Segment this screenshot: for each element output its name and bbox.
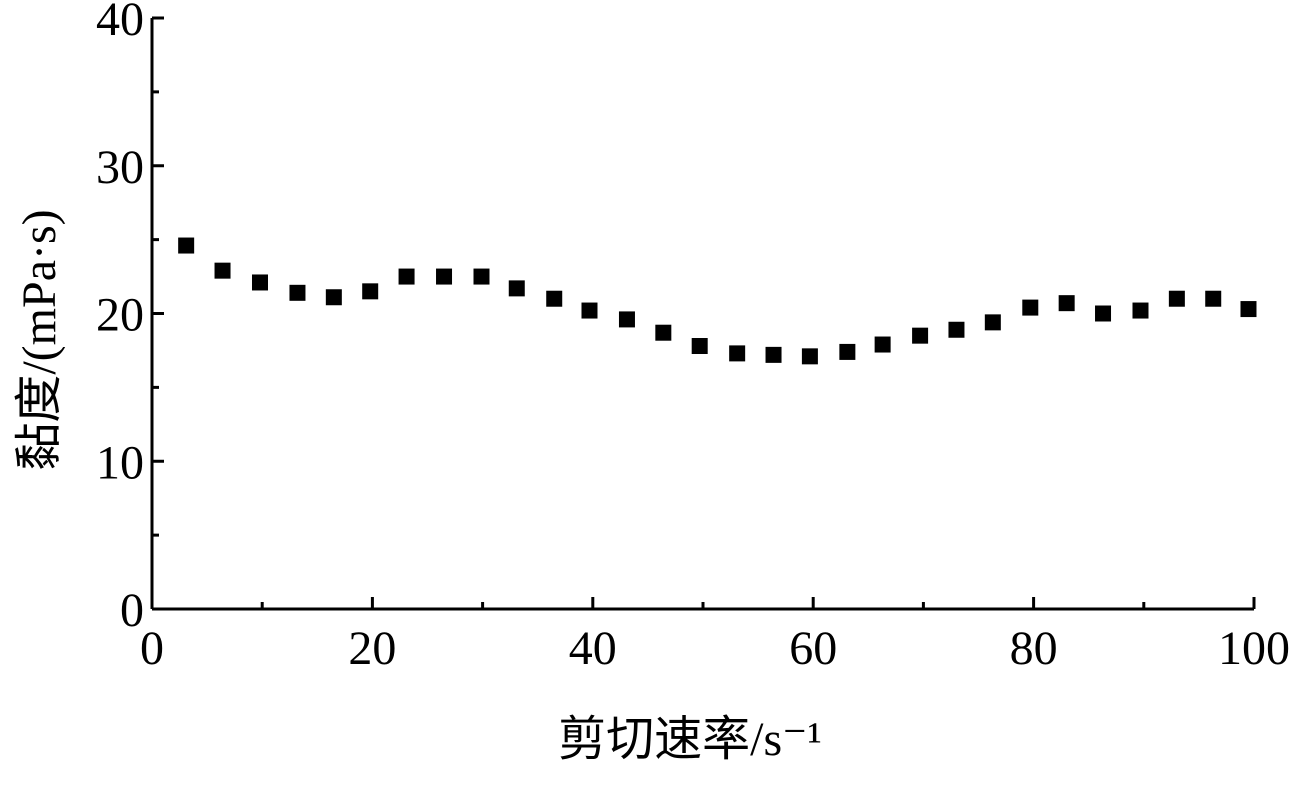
point (251, 274, 268, 291)
x-tick-label: 100 (1218, 622, 1290, 675)
point (1205, 290, 1222, 307)
point (473, 268, 490, 285)
point (436, 268, 453, 285)
point (508, 280, 525, 297)
x-tick-label: 80 (1010, 622, 1058, 675)
point (546, 290, 563, 307)
point (655, 324, 672, 341)
point (874, 336, 891, 353)
point (214, 262, 231, 279)
x-axis-label: 剪切速率/s⁻¹ (558, 713, 822, 766)
point (178, 237, 195, 254)
point (948, 321, 965, 338)
point (691, 338, 708, 355)
x-tick-label: 0 (140, 622, 164, 675)
point (984, 314, 1001, 331)
point (912, 327, 929, 344)
point (289, 284, 306, 301)
y-tick-label: 30 (96, 141, 144, 194)
y-tick-label: 0 (120, 584, 144, 637)
point (362, 283, 379, 300)
point (1240, 301, 1257, 318)
point (581, 302, 598, 319)
point (325, 289, 342, 306)
point (618, 311, 635, 328)
x-tick-label: 40 (569, 622, 617, 675)
point (1058, 295, 1075, 312)
point (729, 345, 746, 362)
x-tick-label: 60 (789, 622, 837, 675)
point (801, 348, 818, 365)
y-tick-label: 10 (96, 436, 144, 489)
point (398, 268, 415, 285)
point (765, 346, 782, 363)
point (1132, 302, 1149, 319)
point (1168, 290, 1185, 307)
point (839, 343, 856, 360)
y-tick-label: 40 (96, 0, 144, 46)
x-tick-label: 20 (348, 622, 396, 675)
y-axis-label: 黏度/(mPa·s) (13, 209, 66, 470)
y-tick-label: 20 (96, 289, 144, 342)
point (1022, 299, 1039, 316)
point (1095, 305, 1112, 322)
